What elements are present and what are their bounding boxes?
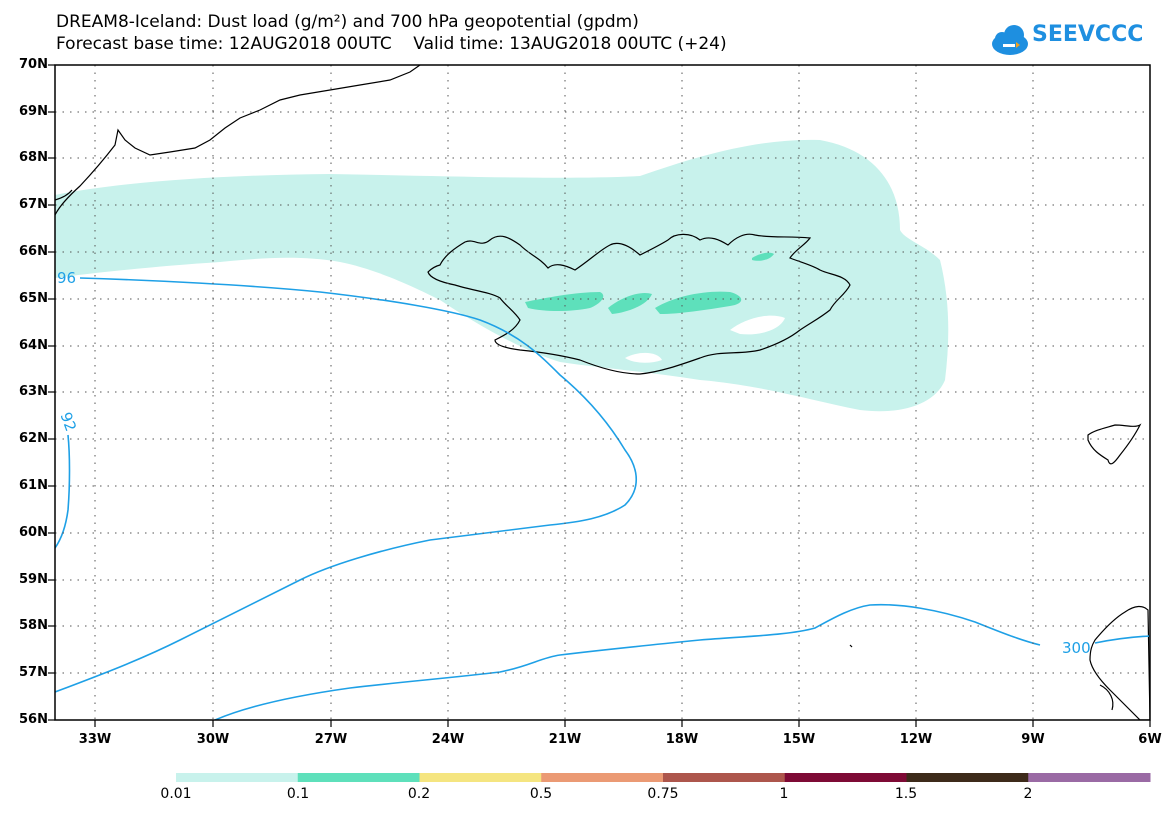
- colorbar-label: 0.01: [160, 786, 192, 802]
- lat-label: 68N: [19, 150, 48, 165]
- lat-label: 56N: [19, 712, 48, 727]
- map-title: DREAM8-Iceland: Dust load (g/m²) and 700…: [56, 12, 639, 32]
- lon-label: 33W: [78, 732, 112, 747]
- lon-label: 27W: [314, 732, 348, 747]
- lat-label: 65N: [19, 291, 48, 306]
- lat-label: 69N: [19, 104, 48, 119]
- lat-label: 63N: [19, 384, 48, 399]
- lat-label: 61N: [19, 478, 48, 493]
- lat-label: 59N: [19, 572, 48, 587]
- colorbar: [176, 773, 1151, 782]
- colorbar-label: 0.75: [647, 786, 679, 802]
- lat-label: 57N: [19, 665, 48, 680]
- lon-label: 24W: [431, 732, 465, 747]
- colorbar-swatch: [784, 773, 907, 782]
- colorbar-label: 1.5: [894, 786, 918, 802]
- colorbar-swatch: [419, 773, 542, 782]
- colorbar-swatch: [176, 773, 299, 782]
- colorbar-swatch: [1028, 773, 1151, 782]
- lat-label: 58N: [19, 618, 48, 633]
- lat-label: 62N: [19, 431, 48, 446]
- lat-label: 66N: [19, 244, 48, 259]
- coastlines: [55, 65, 1150, 720]
- seevccc-logo: [992, 25, 1028, 55]
- colorbar-label: 0.1: [286, 786, 310, 802]
- lon-label: 9W: [1021, 732, 1045, 747]
- colorbar-swatch: [906, 773, 1029, 782]
- dust-area-low: [55, 139, 949, 412]
- lat-label: 64N: [19, 338, 48, 353]
- lon-label: 30W: [196, 732, 230, 747]
- colorbar-swatch: [297, 773, 420, 782]
- colorbar-swatch: [541, 773, 664, 782]
- colorbar-swatch: [663, 773, 786, 782]
- colorbar-label: 0.5: [529, 786, 553, 802]
- lat-label: 70N: [19, 57, 48, 72]
- lat-label: 67N: [19, 197, 48, 212]
- gridlines: [55, 65, 1150, 720]
- lon-label: 12W: [899, 732, 933, 747]
- logo-text: SEEVCCC: [1032, 22, 1144, 47]
- dust-area-mid: [525, 292, 604, 311]
- lat-label: 60N: [19, 525, 48, 540]
- colorbar-label: 2: [1023, 786, 1033, 802]
- colorbar-label: 0.2: [407, 786, 431, 802]
- lon-label: 15W: [782, 732, 816, 747]
- contour-label-92: 92: [57, 410, 80, 434]
- cloud-icon: [992, 25, 1028, 55]
- contour-label-300: 300: [1062, 639, 1091, 657]
- lon-label: 18W: [665, 732, 699, 747]
- forecast-times: Forecast base time: 12AUG2018 00UTC Vali…: [56, 34, 727, 54]
- lon-label: 21W: [548, 732, 582, 747]
- lon-label: 6W: [1138, 732, 1162, 747]
- contour-label-96: 96: [57, 269, 76, 287]
- colorbar-label: 1: [779, 786, 789, 802]
- geopotential-contours: [55, 277, 1150, 720]
